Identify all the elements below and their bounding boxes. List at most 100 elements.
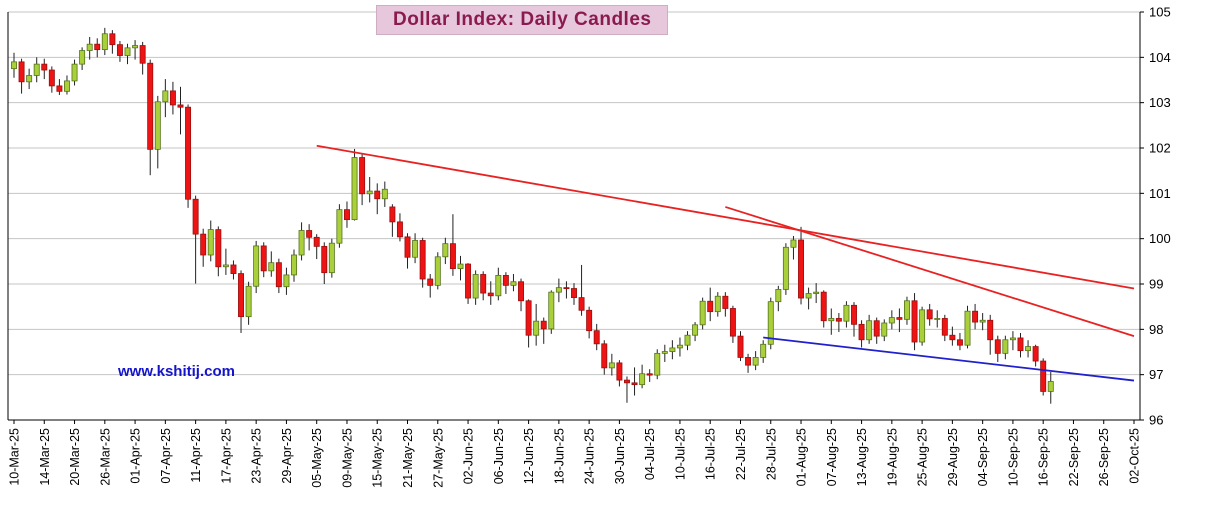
candle-up bbox=[790, 239, 797, 248]
x-axis-label: 02-Jun-25 bbox=[462, 428, 476, 484]
trendline-red bbox=[725, 206, 1135, 337]
candle-down bbox=[502, 274, 509, 286]
candle-down bbox=[835, 318, 842, 322]
candle-up bbox=[132, 45, 139, 49]
candle-up bbox=[351, 157, 358, 221]
candle-up bbox=[101, 33, 108, 51]
candle-down bbox=[707, 300, 714, 313]
candle-down bbox=[646, 373, 653, 376]
x-axis-label: 29-Aug-25 bbox=[946, 428, 960, 486]
trendline-red bbox=[316, 144, 1135, 290]
candle-up bbox=[26, 75, 33, 83]
x-axis-label: 28-Jul-25 bbox=[764, 428, 778, 480]
axes bbox=[7, 11, 1144, 424]
x-axis-label: 24-Jun-25 bbox=[583, 428, 597, 484]
candle-up bbox=[1009, 337, 1016, 341]
y-axis-label: 96 bbox=[1149, 413, 1163, 428]
candle-down bbox=[321, 245, 328, 274]
candle-down bbox=[343, 209, 350, 221]
candle-down bbox=[563, 287, 570, 290]
candle-up bbox=[760, 343, 767, 358]
candle-down bbox=[926, 309, 933, 320]
candle-down bbox=[215, 229, 222, 268]
candle-up bbox=[555, 287, 562, 293]
candle-up bbox=[888, 317, 895, 324]
candle-down bbox=[994, 339, 1001, 354]
candle-up bbox=[782, 246, 789, 290]
candle-down bbox=[139, 45, 146, 64]
x-axis-label: 23-Apr-25 bbox=[250, 428, 264, 484]
candle-down bbox=[480, 274, 487, 294]
candle-down bbox=[1032, 346, 1039, 362]
y-axis-label: 103 bbox=[1149, 95, 1171, 110]
candle-up bbox=[207, 229, 214, 256]
candle-down bbox=[48, 69, 55, 87]
candle-down bbox=[465, 263, 472, 299]
candle-down bbox=[1040, 360, 1047, 392]
candle-down bbox=[185, 106, 192, 200]
candle-down bbox=[624, 379, 630, 384]
trendlines bbox=[316, 144, 1135, 382]
candle-up bbox=[661, 351, 668, 354]
candle-up bbox=[669, 347, 676, 352]
candle-down bbox=[238, 273, 245, 318]
x-axis-label: 11-Apr-25 bbox=[189, 428, 203, 483]
candle-down bbox=[616, 362, 623, 381]
candle-up bbox=[457, 263, 464, 269]
x-axis-label: 22-Jul-25 bbox=[734, 428, 748, 480]
x-axis-label: 19-Aug-25 bbox=[885, 428, 899, 486]
candle-down bbox=[851, 304, 857, 325]
candle-up bbox=[714, 295, 721, 313]
x-axis-label: 04-Sep-25 bbox=[976, 428, 990, 486]
x-axis-label: 01-Aug-25 bbox=[795, 428, 809, 486]
x-axis-label: 04-Jul-25 bbox=[643, 428, 657, 480]
candle-up bbox=[222, 264, 229, 268]
candle-up bbox=[828, 318, 835, 322]
x-axis-label: 21-May-25 bbox=[401, 428, 415, 488]
candle-down bbox=[94, 43, 101, 51]
candle-up bbox=[1002, 339, 1009, 354]
x-axis-label: 10-Mar-25 bbox=[8, 428, 22, 486]
candle-up bbox=[412, 240, 419, 258]
candle-down bbox=[873, 320, 880, 337]
candle-up bbox=[608, 362, 615, 369]
candle-up bbox=[533, 320, 540, 336]
x-axis-label: 07-Aug-25 bbox=[825, 428, 839, 486]
x-axis-label: 16-Jul-25 bbox=[704, 428, 718, 480]
candle-down bbox=[956, 339, 963, 346]
candle-down bbox=[116, 44, 123, 56]
x-axis-label: 26-Sep-25 bbox=[1097, 428, 1111, 486]
candle-down bbox=[275, 262, 282, 288]
candle-up bbox=[64, 80, 70, 92]
candle-down bbox=[820, 291, 827, 322]
candle-up bbox=[692, 324, 699, 336]
candle-down bbox=[313, 236, 320, 247]
candle-up bbox=[904, 300, 910, 320]
candle-down bbox=[798, 239, 804, 299]
y-axis-label: 105 bbox=[1149, 5, 1171, 20]
candle-down bbox=[306, 230, 313, 238]
trendline-blue bbox=[763, 336, 1135, 382]
candle-down bbox=[177, 104, 184, 108]
candle-up bbox=[442, 243, 449, 258]
candle-down bbox=[949, 334, 956, 341]
candle-up bbox=[298, 230, 305, 256]
candle-up bbox=[654, 352, 661, 376]
candle-up bbox=[684, 334, 691, 346]
candle-down bbox=[987, 319, 994, 341]
candle-down bbox=[487, 292, 494, 297]
y-axis-label: 102 bbox=[1149, 141, 1171, 156]
x-axis-label: 15-May-25 bbox=[371, 428, 385, 488]
candle-up bbox=[752, 357, 759, 366]
y-axis-label: 100 bbox=[1149, 231, 1171, 246]
candle-up bbox=[510, 281, 517, 286]
candle-up bbox=[268, 262, 275, 272]
y-axis-label: 98 bbox=[1149, 322, 1163, 337]
x-axis-label: 18-Jun-25 bbox=[552, 428, 566, 484]
x-axis-label: 02-Oct-25 bbox=[1128, 428, 1142, 484]
candle-down bbox=[525, 300, 532, 336]
candle-up bbox=[934, 318, 941, 320]
chart-title: Dollar Index: Daily Candles bbox=[376, 5, 669, 35]
candle-down bbox=[578, 297, 585, 311]
axis-labels: 96 97 98 99 100 101 102 103 104 105 10-Mar-25 14-Ma… bbox=[8, 5, 1171, 488]
